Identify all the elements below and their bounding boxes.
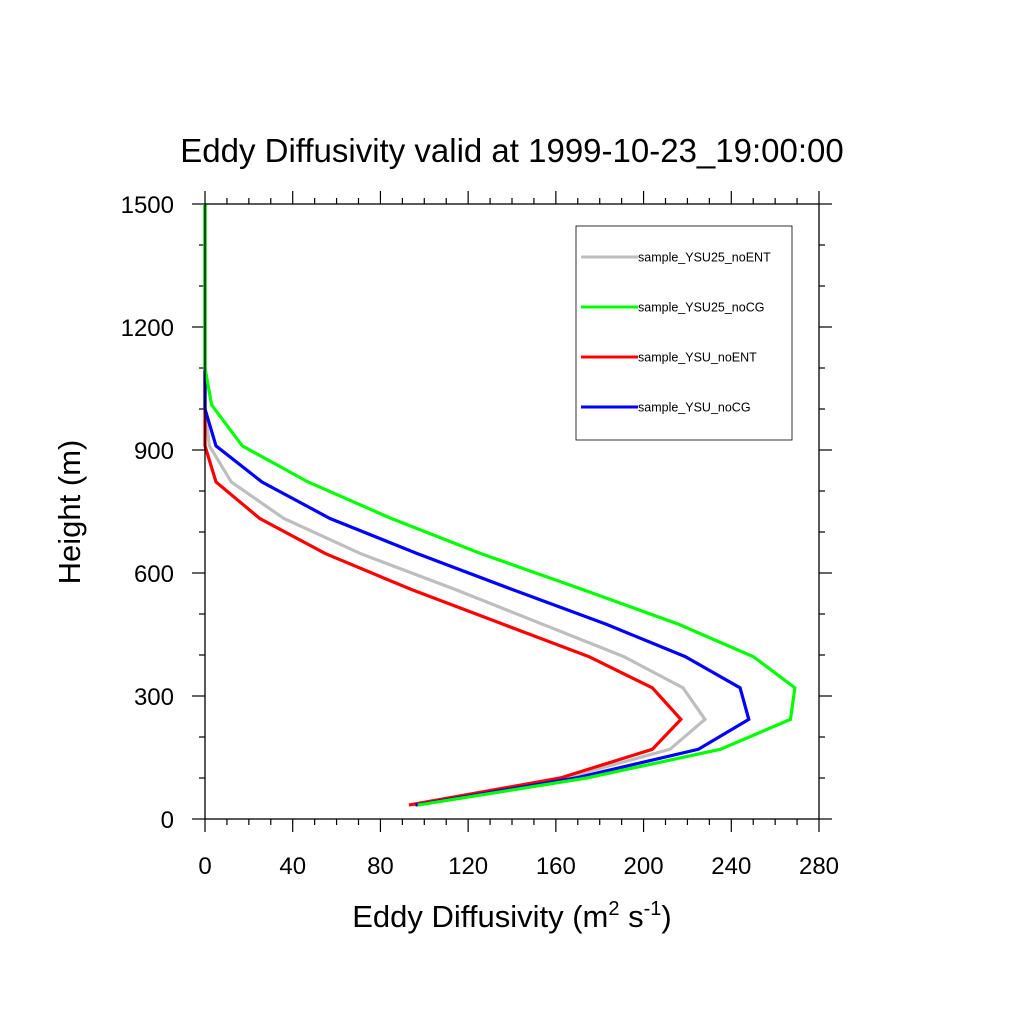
legend-items: sample_YSU25_noENT sample_YSU25_noCGsampl… xyxy=(581,251,771,415)
x-tick-label: 40 xyxy=(279,853,306,880)
x-tick-label: 160 xyxy=(536,853,576,880)
x-tick-label: 200 xyxy=(624,853,664,880)
y-tick-label: 300 xyxy=(134,684,174,711)
y-tick-label: 600 xyxy=(134,561,174,588)
x-tick-label: 240 xyxy=(711,853,751,880)
y-tick-label: 1500 xyxy=(121,192,174,219)
legend-box xyxy=(575,225,793,441)
plot-frame xyxy=(204,203,820,820)
x-tick-label: 80 xyxy=(367,853,394,880)
axis-ticks xyxy=(192,191,832,832)
x-axis-label-sup1: 2 xyxy=(608,898,619,920)
legend-label: sample_YSU_noENT xyxy=(638,351,757,365)
legend-label: sample_YSU25_noCG xyxy=(638,301,764,315)
legend-label: sample_YSU25_noENT xyxy=(638,251,771,265)
x-axis-label-sup2: -1 xyxy=(644,898,662,920)
legend: sample_YSU25_noENT sample_YSU25_noCGsampl… xyxy=(575,225,793,441)
x-axis-label-base: Eddy Diffusivity (m xyxy=(352,899,608,934)
x-tick-label: 120 xyxy=(448,853,488,880)
chart-title: Eddy Diffusivity valid at 1999-10-23_19:… xyxy=(180,132,843,169)
y-tick-labels: 0 300 600 900 1200 1500 xyxy=(121,192,174,834)
x-tick-labels: 0 40 80 120 160 200 240 280 xyxy=(198,853,839,880)
x-tick-label: 0 xyxy=(198,853,211,880)
y-tick-label: 1200 xyxy=(121,315,174,342)
x-axis-label-mid: s xyxy=(619,899,643,934)
x-axis-label-end: ) xyxy=(661,899,671,934)
y-tick-label: 900 xyxy=(134,438,174,465)
y-axis-label: Height (m) xyxy=(52,440,87,585)
x-axis-label: Eddy Diffusivity (m2 s-1) xyxy=(352,898,671,934)
x-tick-label: 280 xyxy=(799,853,839,880)
legend-label: sample_YSU_noCG xyxy=(638,401,751,415)
y-tick-label: 0 xyxy=(161,807,174,834)
